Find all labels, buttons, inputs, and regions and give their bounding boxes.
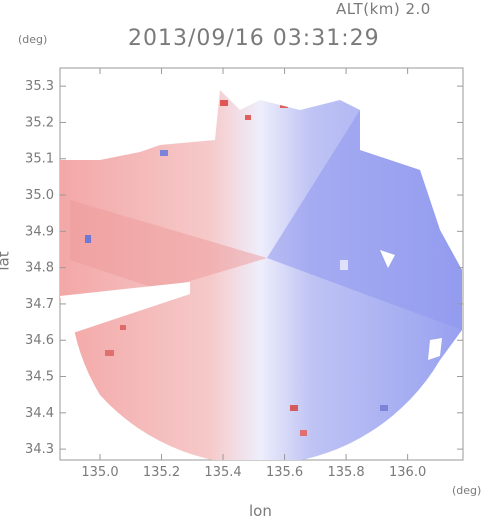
x-axis-unit: (deg) bbox=[452, 484, 482, 497]
x-tick-label: 135.8 bbox=[327, 465, 364, 480]
y-tick-label: 35.0 bbox=[25, 188, 54, 203]
y-tick-label: 35.1 bbox=[25, 152, 54, 167]
x-tick-label: 136.0 bbox=[389, 465, 426, 480]
y-tick-label: 34.9 bbox=[25, 224, 54, 239]
y-axis-unit: (deg) bbox=[18, 33, 48, 46]
y-tick-label: 34.4 bbox=[25, 406, 54, 421]
y-tick-label: 34.5 bbox=[25, 370, 54, 385]
x-tick-label: 135.0 bbox=[81, 465, 118, 480]
altitude-label: ALT(km) 2.0 bbox=[336, 0, 431, 18]
x-tick-label: 135.6 bbox=[266, 465, 303, 480]
y-ticks: 34.3 34.4 34.5 34.6 34.7 34.8 34.9 35.0 35.1 35.2… bbox=[25, 79, 463, 457]
x-tick-label: 135.4 bbox=[204, 465, 241, 480]
y-tick-label: 34.7 bbox=[25, 297, 54, 312]
y-tick-label: 35.2 bbox=[25, 115, 54, 130]
y-tick-label: 35.3 bbox=[25, 79, 54, 94]
y-tick-label: 34.8 bbox=[25, 261, 54, 276]
timestamp-title: 2013/09/16 03:31:29 bbox=[128, 26, 380, 51]
x-tick-label: 135.2 bbox=[143, 465, 180, 480]
y-tick-label: 34.3 bbox=[25, 442, 54, 457]
y-tick-label: 34.6 bbox=[25, 333, 54, 348]
echo-field bbox=[60, 90, 462, 460]
x-axis-label: lon bbox=[249, 502, 272, 520]
x-ticks: 135.0 135.2 135.4 135.6 135.8 136.0 bbox=[81, 68, 426, 480]
